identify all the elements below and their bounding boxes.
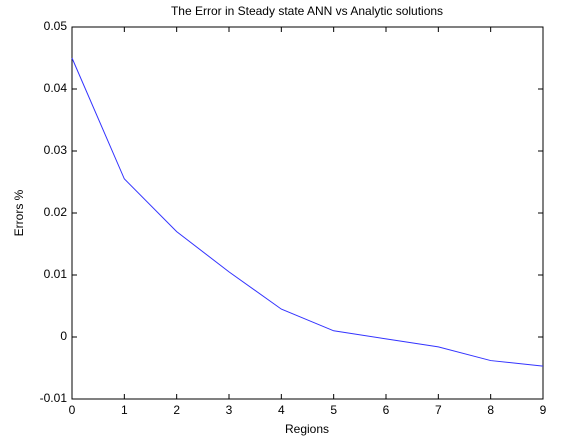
x-tick-label: 0 xyxy=(69,403,76,417)
y-tick-label: 0.05 xyxy=(44,19,68,33)
x-axis-label: Regions xyxy=(285,422,329,436)
x-tick-label: 1 xyxy=(121,403,128,417)
y-tick-label: 0.01 xyxy=(44,267,68,281)
y-tick-label: 0.02 xyxy=(44,205,68,219)
x-tick-label: 6 xyxy=(383,403,390,417)
y-tick-label: 0.03 xyxy=(44,143,68,157)
data-line xyxy=(71,57,544,367)
x-tick-label: 3 xyxy=(226,403,233,417)
plot-frame xyxy=(71,26,544,400)
x-tick-label: 9 xyxy=(540,403,547,417)
x-tick-label: 7 xyxy=(435,403,442,417)
x-tick-label: 8 xyxy=(487,403,494,417)
y-tick-label: -0.01 xyxy=(40,391,68,405)
y-axis-label: Errors % xyxy=(12,189,26,236)
chart-title: The Error in Steady state ANN vs Analyti… xyxy=(171,4,443,18)
x-tick-label: 4 xyxy=(278,403,285,417)
y-tick-label: 0.04 xyxy=(44,81,68,95)
x-tick-label: 2 xyxy=(173,403,180,417)
y-tick-label: 0 xyxy=(60,329,67,343)
x-tick-label: 5 xyxy=(330,403,337,417)
